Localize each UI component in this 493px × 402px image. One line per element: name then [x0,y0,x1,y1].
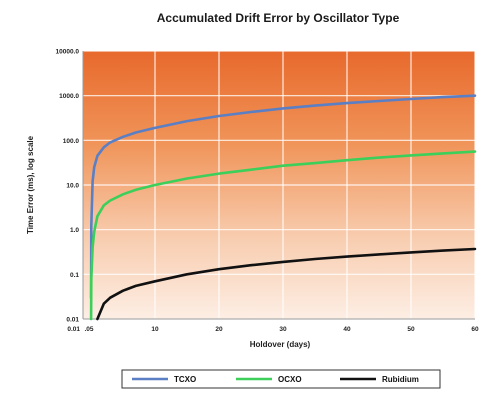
legend-label: Rubidium [382,375,419,384]
x-tick-label: 10 [151,326,159,333]
y-tick-label: 10000.0 [56,49,80,56]
x-axis-ticks: 0.01 .05 10 20 30 40 50 60 [67,326,479,333]
legend: TCXO OCXO Rubidium [121,369,441,389]
x-tick-label: 30 [279,326,287,333]
y-tick-label: 100.0 [63,138,80,145]
x-tick-label: 60 [471,326,479,333]
y-tick-label: 10.0 [66,183,79,190]
y-tick-label: 0.01 [66,317,79,324]
series-line-rubidium [96,247,477,321]
chart-title: Accumulated Drift Error by Oscillator Ty… [157,11,400,25]
legend-label: OCXO [278,375,302,384]
x-tick-label: 50 [407,326,415,333]
y-tick-label: 1.0 [70,227,79,234]
legend-box [121,369,441,389]
grid-lines [82,50,476,320]
x-tick-label: 0.01 [67,326,80,333]
x-axis-label: Holdover (days) [250,340,311,349]
legend-label: TCXO [174,375,196,384]
y-tick-label: 0.1 [70,272,79,279]
y-axis-ticks: 10000.0 1000.0 100.0 10.0 1.0 0.1 0.01 [56,49,80,324]
x-tick-label: 40 [343,326,351,333]
series-lines [89,94,477,321]
x-tick-label: 20 [215,326,223,333]
y-axis-label: Time Error (ms), log scale [26,135,35,234]
legend-entries: TCXO OCXO Rubidium [132,375,419,384]
series-line-tcxo [89,94,477,300]
series-line-ocxo [89,150,477,321]
x-tick-label: .05 [84,326,93,333]
y-tick-label: 1000.0 [59,93,79,100]
